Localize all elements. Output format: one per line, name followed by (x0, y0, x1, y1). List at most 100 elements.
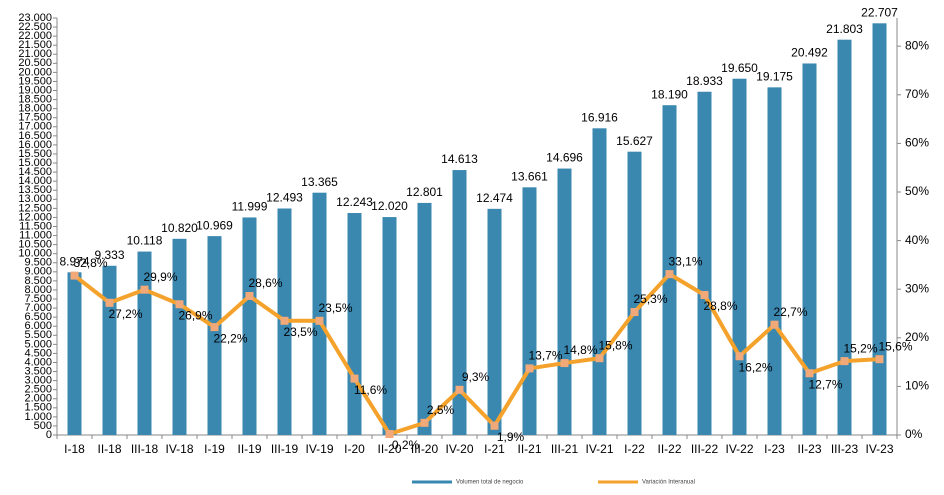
y2-tick-label: 0% (905, 427, 923, 441)
y-tick-label: 1.500 (24, 402, 52, 414)
x-tick-label: I-21 (484, 442, 505, 456)
y-tick-label: 7.500 (24, 293, 52, 305)
line-marker (350, 374, 359, 383)
y2-tick-label: 70% (905, 87, 929, 101)
y-tick-label: 11.500 (19, 220, 52, 232)
bar-label: 10.118 (127, 234, 163, 248)
y-tick-label: 21.000 (18, 48, 52, 60)
line-marker (805, 369, 814, 378)
x-tick-label: I-23 (764, 442, 785, 456)
bar (242, 217, 257, 435)
y-tick-label: 9.500 (24, 257, 52, 269)
y-tick-label: 15.000 (18, 157, 52, 169)
x-tick-label: IV-18 (165, 442, 193, 456)
bar (697, 91, 712, 435)
line-label: 28,6% (248, 276, 282, 290)
line-label: 22,2% (213, 331, 247, 345)
bar (837, 39, 852, 436)
bar-label: 22.707 (861, 5, 898, 19)
line-label: 15,6% (878, 339, 912, 353)
bar-label: 13.661 (511, 169, 548, 183)
bar (522, 187, 537, 435)
line-marker (490, 421, 499, 430)
line-label: 23,5% (283, 325, 317, 339)
line-label: 14,8% (563, 343, 597, 357)
x-tick-label: IV-19 (305, 442, 333, 456)
bar-label: 19.650 (721, 61, 758, 75)
x-tick-label: III-22 (691, 442, 719, 456)
bar-label: 10.820 (161, 221, 198, 235)
line-label: 28,8% (703, 299, 737, 313)
line-marker (70, 271, 79, 280)
x-tick-label: I-20 (344, 442, 365, 456)
bar-label: 14.696 (546, 151, 583, 165)
line-label: 13,7% (528, 349, 562, 363)
bar (767, 87, 782, 436)
y-tick-label: 17.500 (18, 112, 52, 124)
y-tick-label: 2.500 (24, 384, 52, 396)
bar-label: 12.474 (476, 191, 513, 205)
y-tick-label: 10.000 (18, 248, 52, 260)
y-tick-label: 17.000 (18, 121, 52, 133)
x-tick-label: IV-21 (585, 442, 613, 456)
y-tick-label: 12.000 (18, 211, 52, 223)
legend-label: Variación Interanual (642, 480, 695, 486)
bar (102, 265, 117, 435)
y-tick-label: 19.000 (18, 84, 52, 96)
bar-label: 20.492 (791, 46, 828, 60)
line-marker (315, 316, 324, 325)
y-tick-label: 11.000 (19, 229, 52, 241)
bar (417, 202, 432, 435)
line-label: 15,2% (843, 341, 877, 355)
y2-tick-label: 80% (905, 38, 929, 52)
line-label: 23,5% (318, 301, 352, 315)
y-tick-label: 5.500 (24, 329, 52, 341)
y-tick-label: 0 (46, 429, 52, 441)
x-tick-label: III-18 (131, 442, 159, 456)
line-label: 29,9% (143, 270, 177, 284)
line-label: 9,3% (462, 370, 490, 384)
line-marker (630, 308, 639, 317)
bar (207, 236, 222, 435)
line-label: 2,5% (427, 403, 455, 417)
line-marker (875, 355, 884, 364)
bar (347, 213, 362, 435)
bar-label: 19.175 (756, 70, 793, 84)
x-tick-label: IV-20 (445, 442, 473, 456)
line (73, 272, 880, 437)
x-tick-label: II-19 (237, 442, 261, 456)
line-marker (210, 323, 219, 332)
y-tick-label: 22.500 (18, 21, 52, 33)
y-tick-label: 4.000 (24, 356, 52, 368)
y-tick-label: 12.500 (18, 202, 52, 214)
y-tick-label: 2.000 (24, 393, 52, 405)
bar (137, 251, 152, 435)
bar-label: 12.801 (406, 185, 443, 199)
bar-label: 8.974 (59, 254, 89, 268)
line-marker (595, 354, 604, 363)
bar-label: 13.365 (301, 175, 338, 189)
y-tick-label: 20.000 (18, 66, 52, 78)
x-tick-label: IV-22 (725, 442, 753, 456)
line-label: 27,2% (108, 307, 142, 321)
line-marker (700, 291, 709, 300)
line-label: 22,7% (773, 305, 807, 319)
x-tick-label: II-21 (517, 442, 541, 456)
y-tick-label: 18.000 (18, 103, 52, 115)
line-marker (140, 285, 149, 294)
y-tick-label: 4.500 (24, 347, 52, 359)
bar (172, 238, 187, 435)
bar (557, 168, 572, 436)
y-tick-label: 15.500 (18, 148, 52, 160)
bar (627, 151, 642, 435)
line-marker (770, 320, 779, 329)
y-tick-label: 19.500 (18, 75, 52, 87)
y-tick-label: 21.500 (18, 39, 52, 51)
y-tick-label: 3.000 (24, 375, 52, 387)
y-tick-label: 6.000 (24, 320, 52, 332)
y-tick-label: 3.500 (24, 365, 52, 377)
line-marker (245, 292, 254, 300)
line-marker (840, 357, 849, 366)
y-tick-label: 9.000 (24, 266, 52, 278)
